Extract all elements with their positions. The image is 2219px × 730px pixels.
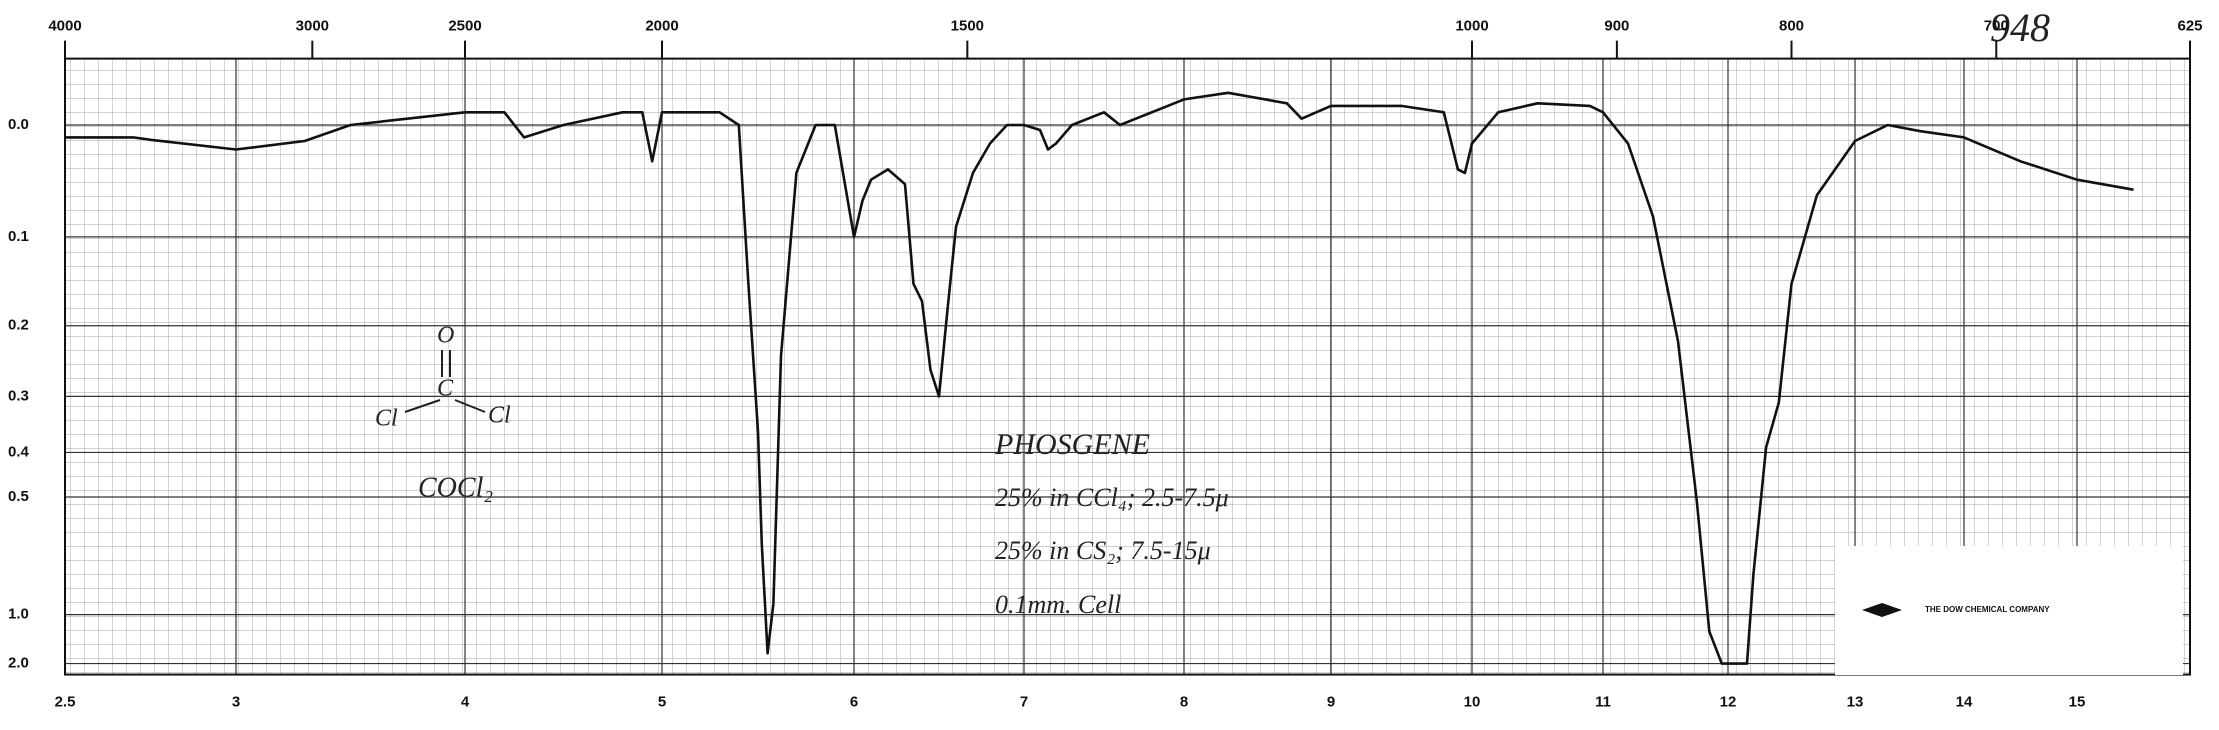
compound-name: PHOSGENE (994, 428, 1150, 461)
y-tick-label: 0.0 (8, 116, 29, 133)
y-tick-label: 0.4 (8, 443, 30, 460)
formula: COCl₂ (418, 472, 493, 503)
x2-tick-label: 1500 (951, 18, 984, 35)
structure: O C Cl Cl (375, 323, 511, 432)
marks (65, 91, 2134, 665)
x2-tick-label: 2000 (645, 18, 678, 35)
x2-tick-label: 625 (2177, 18, 2202, 35)
x-tick-label: 10 (1464, 694, 1481, 711)
x-tick-label: 9 (1327, 694, 1335, 711)
bonds (404, 350, 486, 413)
x-tick-label: 3 (232, 694, 240, 711)
y-tick-label: 0.1 (8, 228, 29, 245)
x-tick-label: 8 (1180, 694, 1188, 711)
company-name: THE DOW CHEMICAL COMPANY (1925, 605, 2050, 614)
atom: Cl (488, 403, 511, 429)
x2-tick-label: 700 (1984, 18, 2009, 35)
x-tick-label: 2.5 (55, 694, 76, 711)
condition: 0.1mm. Cell (995, 590, 1121, 619)
x2-tick-label: 800 (1779, 18, 1804, 35)
condition: 25% in CCl₄; 2.5-7.5μ (995, 483, 1229, 512)
x2-tick-label: 900 (1604, 18, 1629, 35)
spectrum-line (65, 91, 2134, 665)
y-tick-label: 0.5 (8, 488, 29, 505)
atom: C (437, 376, 454, 402)
x-tick-label: 7 (1020, 694, 1028, 711)
x2-tick-label: 1000 (1455, 18, 1488, 35)
atom: O (437, 323, 454, 349)
x-tick-label: 6 (850, 694, 858, 711)
y-tick-label: 1.0 (8, 606, 29, 623)
y-tick-label: 2.0 (8, 655, 29, 672)
x-tick-label: 5 (658, 694, 666, 711)
condition: 25% in CS₂; 7.5-15μ (995, 536, 1211, 565)
x2-tick-label: 2500 (448, 18, 481, 35)
y-tick-label: 0.2 (8, 317, 29, 334)
x-tick-label: 13 (1847, 694, 1864, 711)
plot-frame (64, 57, 2191, 676)
x-tick-label: 12 (1720, 694, 1737, 711)
atom: Cl (375, 406, 398, 432)
x-tick-label: 15 (2069, 694, 2086, 711)
x2-tick-label: 4000 (48, 18, 81, 35)
sheet-number: 948 (1990, 5, 2050, 50)
x2-tick-label: 3000 (296, 18, 329, 35)
y-tick-label: 0.3 (8, 387, 29, 404)
x-tick-label: 14 (1956, 694, 1973, 711)
x-tick-label: 11 (1595, 694, 1611, 711)
x-tick-label: 4 (461, 694, 470, 711)
company-logo (1862, 603, 1902, 617)
